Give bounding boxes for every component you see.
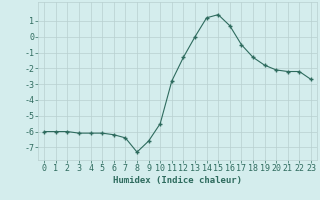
X-axis label: Humidex (Indice chaleur): Humidex (Indice chaleur) — [113, 176, 242, 185]
